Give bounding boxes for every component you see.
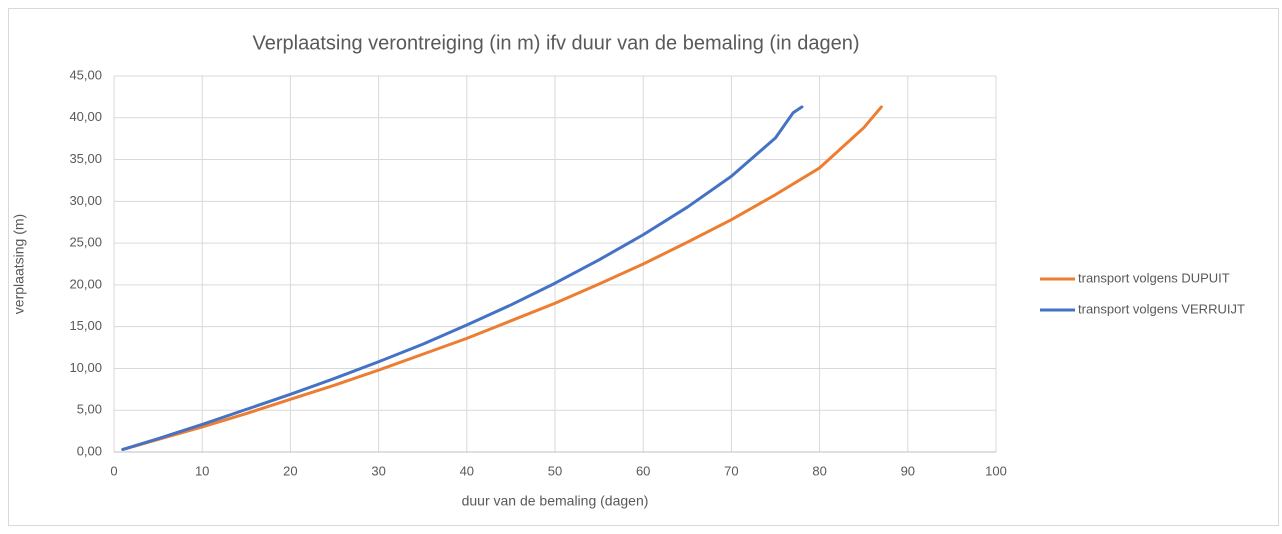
x-tick-label: 100: [985, 463, 1007, 478]
x-tick-label: 30: [371, 463, 385, 478]
legend-label: transport volgens VERRUIJT: [1078, 301, 1245, 316]
y-tick-label: 10,00: [69, 360, 102, 375]
x-tick-label: 50: [548, 463, 562, 478]
x-tick-label: 40: [460, 463, 474, 478]
y-axis-label: verplaatsing (m): [11, 214, 27, 314]
x-axis-label: duur van de bemaling (dagen): [462, 493, 649, 509]
chart-title: Verplaatsing verontreiging (in m) ifv du…: [252, 32, 859, 54]
x-tick-label: 60: [636, 463, 650, 478]
x-tick-label: 70: [724, 463, 738, 478]
y-tick-label: 40,00: [69, 109, 102, 124]
x-tick-label: 20: [283, 463, 297, 478]
y-tick-label: 35,00: [69, 151, 102, 166]
y-tick-label: 5,00: [77, 402, 102, 417]
series-line: [121, 105, 883, 451]
x-tick-label: 80: [812, 463, 826, 478]
x-tick-label: 0: [110, 463, 117, 478]
y-tick-label: 15,00: [69, 318, 102, 333]
legend-label: transport volgens DUPUIT: [1078, 270, 1230, 285]
y-tick-label: 0,00: [77, 443, 102, 458]
x-tick-label: 90: [901, 463, 915, 478]
series-line: [121, 105, 804, 451]
y-tick-label: 20,00: [69, 276, 102, 291]
y-tick-label: 25,00: [69, 235, 102, 250]
y-tick-label: 45,00: [69, 67, 102, 82]
x-tick-label: 10: [195, 463, 209, 478]
y-tick-label: 30,00: [69, 193, 102, 208]
